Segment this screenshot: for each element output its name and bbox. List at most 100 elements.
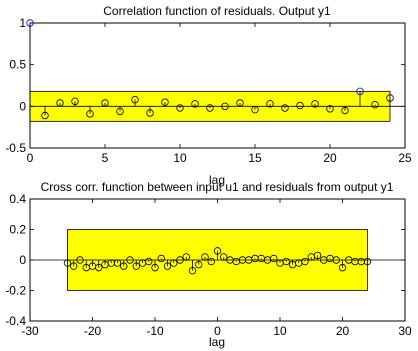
ccf-stem-point bbox=[113, 259, 122, 267]
ccf-stem-point bbox=[213, 247, 222, 260]
acf-stem-point bbox=[281, 104, 289, 112]
acf-stem-point bbox=[296, 101, 304, 110]
ccf-stem-marker bbox=[220, 253, 228, 261]
acf-stem-marker bbox=[101, 99, 109, 107]
acf-stem-point bbox=[146, 106, 154, 117]
ccf-stem-point bbox=[176, 256, 184, 264]
acf-stem-marker bbox=[191, 100, 199, 108]
ccf-stem-point bbox=[313, 251, 322, 260]
acf-xlabel: lag bbox=[209, 173, 225, 187]
ccf-xtick-label: 10 bbox=[273, 324, 287, 338]
ccf-stem-marker bbox=[76, 256, 84, 264]
acf-stem-point bbox=[236, 99, 244, 107]
ccf-stem-point bbox=[170, 259, 178, 267]
acf-stem-marker bbox=[371, 100, 379, 109]
ccf-ytick-label: 0.4 bbox=[9, 192, 26, 206]
acf-stem-point bbox=[221, 102, 229, 111]
acf-axes-frame bbox=[29, 22, 406, 149]
ccf-stem-point bbox=[70, 260, 78, 270]
acf-stem-marker bbox=[266, 100, 274, 108]
ccf-stem-marker bbox=[95, 263, 103, 272]
ccf-stem-marker bbox=[63, 259, 72, 267]
acf-stem-marker bbox=[251, 105, 259, 114]
ccf-stem-marker bbox=[176, 256, 184, 264]
ccf-stem-point bbox=[76, 256, 84, 264]
ccf-stems bbox=[63, 247, 372, 275]
ccf-stem-marker bbox=[170, 259, 178, 267]
acf-stem-point bbox=[251, 105, 259, 114]
acf-xtick-label: 25 bbox=[398, 151, 412, 165]
ccf-stem-marker bbox=[213, 247, 222, 255]
acf-stem-marker bbox=[341, 106, 349, 115]
ccf-stem-marker bbox=[282, 257, 290, 266]
ccf-plot: Cross corr. function between input u1 an… bbox=[5, 180, 412, 349]
acf-stem-point bbox=[326, 105, 334, 113]
ccf-stem-point bbox=[195, 260, 203, 269]
ccf-stem-marker bbox=[363, 257, 372, 266]
ccf-stem-point bbox=[151, 260, 159, 272]
ccf-stem-marker bbox=[145, 257, 153, 266]
acf-stem-point bbox=[341, 106, 349, 115]
acf-stem-point bbox=[101, 99, 109, 107]
ccf-stem-marker bbox=[313, 251, 322, 260]
ccf-stem-point bbox=[201, 253, 209, 261]
acf-stem-marker bbox=[281, 104, 289, 112]
acf-stem-marker bbox=[176, 104, 184, 112]
ccf-stem-point bbox=[157, 254, 165, 263]
acf-stem-marker bbox=[356, 87, 364, 96]
ccf-title: Cross corr. function between input u1 an… bbox=[41, 180, 394, 194]
ccf-stem-marker bbox=[201, 253, 209, 261]
ccf-stem-point bbox=[132, 260, 140, 270]
ccf-stem-point bbox=[163, 260, 172, 270]
ccf-stem-marker bbox=[157, 254, 165, 263]
acf-stem-marker bbox=[161, 98, 169, 106]
acf-stem-marker bbox=[86, 110, 94, 118]
acf-stem-point bbox=[176, 104, 184, 112]
ccf-stem-point bbox=[338, 260, 347, 272]
ccf-stem-point bbox=[145, 257, 153, 266]
acf-ytick-label: -0.5 bbox=[5, 141, 26, 155]
acf-stem-marker bbox=[311, 100, 319, 108]
ccf-stem-marker bbox=[301, 257, 309, 266]
acf-stem-marker bbox=[131, 95, 139, 104]
acf-stem-marker bbox=[326, 105, 334, 113]
ccf-stem-point bbox=[95, 260, 103, 272]
acf-stem-marker bbox=[146, 109, 154, 117]
acf-xtick-label: 5 bbox=[102, 151, 109, 165]
ccf-stem-marker bbox=[188, 266, 197, 275]
ccf-stem-marker bbox=[132, 262, 140, 270]
ccf-stem-marker bbox=[70, 262, 78, 270]
acf-stem-point bbox=[206, 104, 214, 112]
ccf-stem-marker bbox=[113, 259, 122, 267]
ccf-xtick-label: 30 bbox=[398, 324, 412, 338]
ccf-stem-marker bbox=[163, 262, 172, 270]
acf-stem-point bbox=[131, 95, 139, 107]
ccf-stem-point bbox=[270, 254, 278, 263]
acf-xtick-label: 15 bbox=[248, 151, 262, 165]
ccf-stem-marker bbox=[120, 262, 128, 270]
ccf-xtick-label: -10 bbox=[146, 324, 164, 338]
acf-stem-point bbox=[56, 99, 64, 107]
ccf-stem-point bbox=[363, 257, 372, 266]
ccf-stem-point bbox=[332, 256, 340, 264]
ccf-stem-marker bbox=[207, 257, 215, 266]
ccf-xtick-label: -30 bbox=[21, 324, 39, 338]
acf-stem-point bbox=[371, 100, 379, 109]
ccf-stem-marker bbox=[151, 263, 159, 272]
ccf-stem-marker bbox=[338, 263, 347, 272]
ccf-stem-point bbox=[126, 256, 134, 264]
ccf-xlabel: lag bbox=[209, 335, 225, 349]
acf-stem-point bbox=[311, 100, 319, 108]
ccf-ytick-label: 0 bbox=[19, 253, 26, 267]
acf-stem-marker bbox=[41, 111, 49, 120]
acf-stem-marker bbox=[116, 107, 124, 116]
acf-stem-marker bbox=[386, 94, 394, 102]
acf-ytick-label: 0.5 bbox=[9, 58, 26, 72]
ccf-stem-marker bbox=[182, 253, 190, 261]
acf-plot: Correlation function of residuals. Outpu… bbox=[5, 4, 412, 187]
acf-stem-marker bbox=[206, 104, 214, 112]
acf-stem-point bbox=[161, 98, 169, 107]
acf-stem-point bbox=[386, 94, 394, 107]
